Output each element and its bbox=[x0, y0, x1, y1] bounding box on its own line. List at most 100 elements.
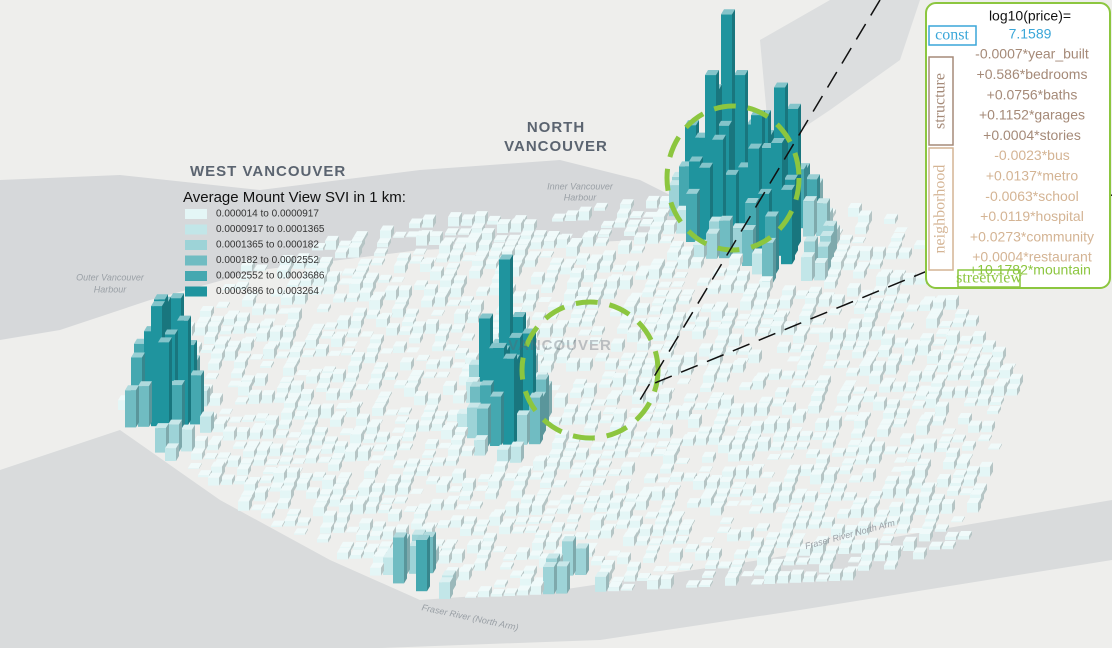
block bbox=[670, 471, 684, 483]
block bbox=[450, 283, 464, 298]
block-top bbox=[511, 255, 525, 261]
block-top bbox=[458, 228, 472, 234]
block bbox=[683, 351, 697, 367]
block-front bbox=[791, 385, 802, 388]
block bbox=[289, 347, 303, 358]
block-front bbox=[583, 274, 594, 283]
block-front bbox=[595, 242, 606, 247]
block-front bbox=[339, 392, 350, 400]
block bbox=[191, 448, 205, 460]
block bbox=[306, 487, 320, 499]
block-front bbox=[233, 326, 244, 334]
block bbox=[279, 337, 293, 350]
block bbox=[358, 258, 372, 267]
block-front bbox=[887, 324, 898, 331]
block bbox=[454, 308, 468, 324]
block-front bbox=[400, 362, 411, 371]
block-front bbox=[384, 376, 395, 381]
block bbox=[269, 326, 283, 342]
block-front bbox=[236, 432, 247, 441]
block-front bbox=[598, 234, 609, 238]
block-front bbox=[318, 461, 329, 463]
block-front bbox=[659, 429, 670, 439]
block-front bbox=[366, 427, 377, 435]
block-front bbox=[350, 434, 361, 444]
block-front bbox=[510, 223, 521, 233]
block bbox=[690, 257, 704, 269]
block-front bbox=[892, 386, 903, 393]
block-front bbox=[306, 376, 317, 384]
block bbox=[481, 228, 495, 243]
block-front bbox=[942, 433, 953, 435]
block-front bbox=[234, 481, 245, 485]
block-front bbox=[819, 332, 830, 343]
block-front bbox=[884, 218, 895, 225]
block bbox=[779, 295, 793, 309]
block-front bbox=[252, 308, 263, 316]
block-front bbox=[711, 311, 722, 321]
block-front bbox=[766, 303, 777, 310]
block-front bbox=[669, 185, 680, 217]
block-front bbox=[246, 328, 257, 334]
block bbox=[494, 461, 508, 473]
block-front bbox=[910, 448, 921, 454]
block-front bbox=[522, 305, 533, 312]
block bbox=[325, 235, 339, 250]
block bbox=[138, 381, 152, 427]
block-front bbox=[800, 355, 811, 361]
block bbox=[836, 244, 850, 253]
block-top bbox=[784, 174, 798, 180]
block-front bbox=[914, 245, 925, 250]
block bbox=[377, 238, 391, 248]
block-front bbox=[427, 398, 438, 405]
block bbox=[465, 237, 479, 253]
block bbox=[630, 211, 644, 219]
block-top bbox=[846, 249, 860, 255]
block-top bbox=[514, 244, 528, 250]
block-front bbox=[617, 328, 628, 334]
block bbox=[561, 412, 575, 426]
block bbox=[566, 357, 580, 372]
block bbox=[416, 230, 430, 246]
block-front bbox=[255, 418, 266, 422]
block-top bbox=[667, 247, 681, 253]
block-front bbox=[832, 452, 843, 457]
block-front bbox=[954, 390, 965, 399]
block-front bbox=[768, 373, 779, 381]
block-side bbox=[847, 244, 850, 253]
block bbox=[544, 272, 558, 285]
block-front bbox=[732, 486, 743, 489]
block bbox=[972, 331, 986, 345]
block-front bbox=[964, 402, 975, 407]
block-front bbox=[953, 360, 964, 363]
block bbox=[283, 362, 297, 376]
block-top bbox=[319, 256, 333, 262]
block bbox=[1006, 383, 1020, 396]
block-front bbox=[849, 480, 860, 483]
block-side bbox=[440, 231, 443, 245]
block-front bbox=[960, 374, 971, 381]
block-front bbox=[792, 415, 803, 424]
block bbox=[233, 321, 247, 334]
block bbox=[682, 434, 696, 447]
block bbox=[611, 338, 625, 352]
block-front bbox=[653, 216, 664, 226]
block-front bbox=[790, 348, 801, 353]
block-front bbox=[826, 354, 837, 360]
block-top bbox=[803, 196, 817, 202]
block-top bbox=[488, 250, 502, 256]
block-front bbox=[448, 449, 459, 457]
block-front bbox=[883, 300, 894, 304]
block-front bbox=[579, 362, 590, 372]
block-front bbox=[279, 342, 290, 350]
block bbox=[810, 469, 824, 485]
block-front bbox=[884, 451, 895, 455]
block-front bbox=[478, 244, 489, 252]
block-front bbox=[854, 307, 865, 315]
block-top bbox=[734, 70, 748, 76]
block bbox=[530, 237, 544, 250]
block-side bbox=[657, 195, 660, 209]
block-front bbox=[644, 478, 655, 484]
block bbox=[543, 466, 557, 480]
block-front bbox=[602, 376, 613, 379]
